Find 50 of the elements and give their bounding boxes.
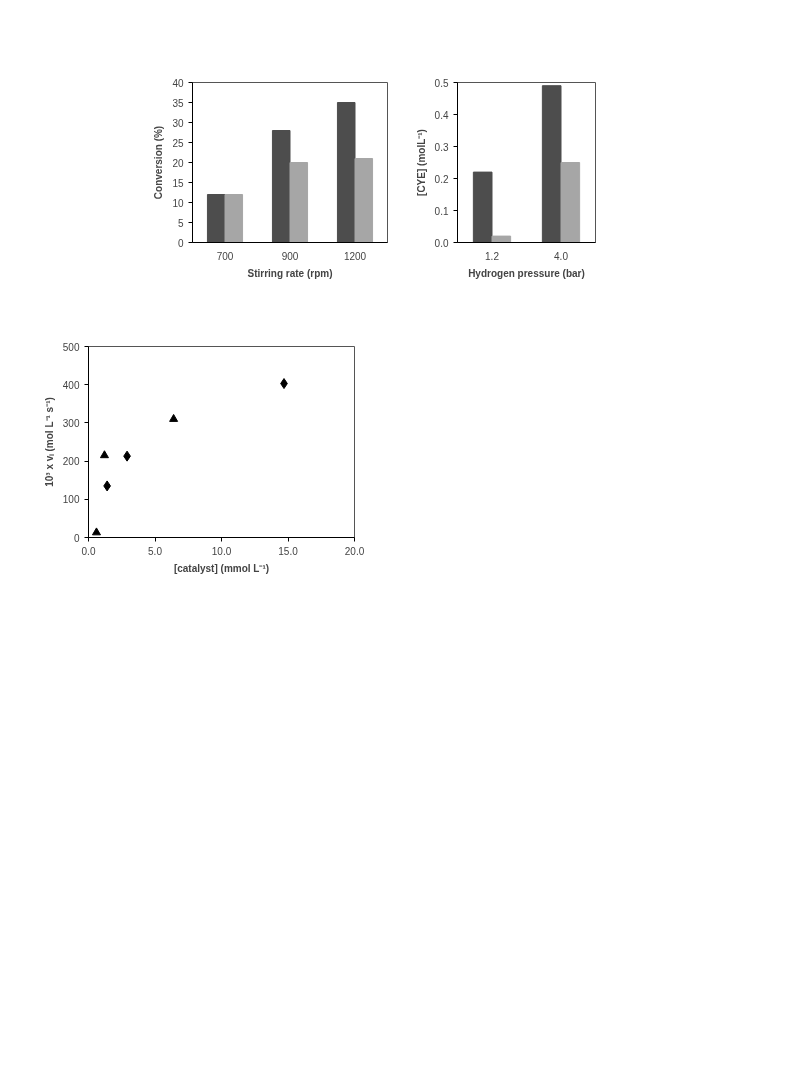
y-tick-label: 0.3 [434, 141, 449, 153]
x-axis-title: Hydrogen pressure (bar) [468, 267, 585, 279]
x-tick-label: 900 [281, 250, 299, 262]
y-tick-label: 35 [172, 97, 184, 109]
x-tick-label: 5.0 [148, 545, 163, 557]
x-axis-title: [catalyst] (mmol L⁻¹) [173, 562, 270, 574]
bar [336, 102, 356, 243]
bar [491, 235, 512, 243]
x-tick-label: 10.0 [211, 545, 232, 557]
x-tick-label: 4.0 [554, 250, 569, 262]
y-tick-label: 25 [172, 137, 184, 149]
y-tick-label: 0.4 [434, 109, 449, 121]
x-tick-label: 0.0 [81, 545, 96, 557]
x-tick-label: 15.0 [278, 545, 299, 557]
bar [541, 85, 562, 243]
y-tick-label: 500 [62, 341, 80, 353]
bar [224, 194, 244, 243]
y-tick-label: 0 [177, 237, 184, 249]
x-tick-label: 1200 [343, 250, 367, 262]
y-tick-label: 30 [172, 117, 184, 129]
y-axis-title: Conversion (%) [153, 125, 165, 200]
point [99, 450, 109, 459]
y-tick-label: 0.1 [434, 205, 449, 217]
y-tick-label: 40 [172, 77, 184, 89]
y-axis-title: [CYE] (molL⁻¹) [415, 129, 427, 196]
y-tick-label: 400 [62, 379, 80, 391]
bar [472, 171, 493, 243]
x-tick-label: 700 [216, 250, 234, 262]
bar [271, 130, 291, 243]
y-tick-label: 10 [172, 197, 184, 209]
y-tick-label: 0.5 [434, 77, 449, 89]
y-tick-label: 200 [62, 456, 80, 468]
x-tick-label: 1.2 [485, 250, 500, 262]
point [91, 527, 101, 536]
y-tick-label: 5 [177, 217, 184, 229]
point [169, 413, 179, 422]
bar [354, 158, 374, 243]
y-tick-label: 0 [73, 532, 80, 544]
bar [289, 162, 309, 243]
x-axis-title: Stirring rate (rpm) [247, 267, 333, 279]
bar [560, 162, 581, 243]
y-tick-label: 20 [172, 157, 184, 169]
y-tick-label: 0.2 [434, 173, 449, 185]
bar [206, 194, 226, 243]
y-tick-label: 100 [62, 494, 80, 506]
y-axis-title: 10³ x vᵢ (mol L⁻¹ s⁻¹) [43, 397, 55, 487]
y-tick-label: 300 [62, 417, 80, 429]
y-tick-label: 15 [172, 177, 184, 189]
x-tick-label: 20.0 [344, 545, 365, 557]
y-tick-label: 0.0 [434, 237, 449, 249]
